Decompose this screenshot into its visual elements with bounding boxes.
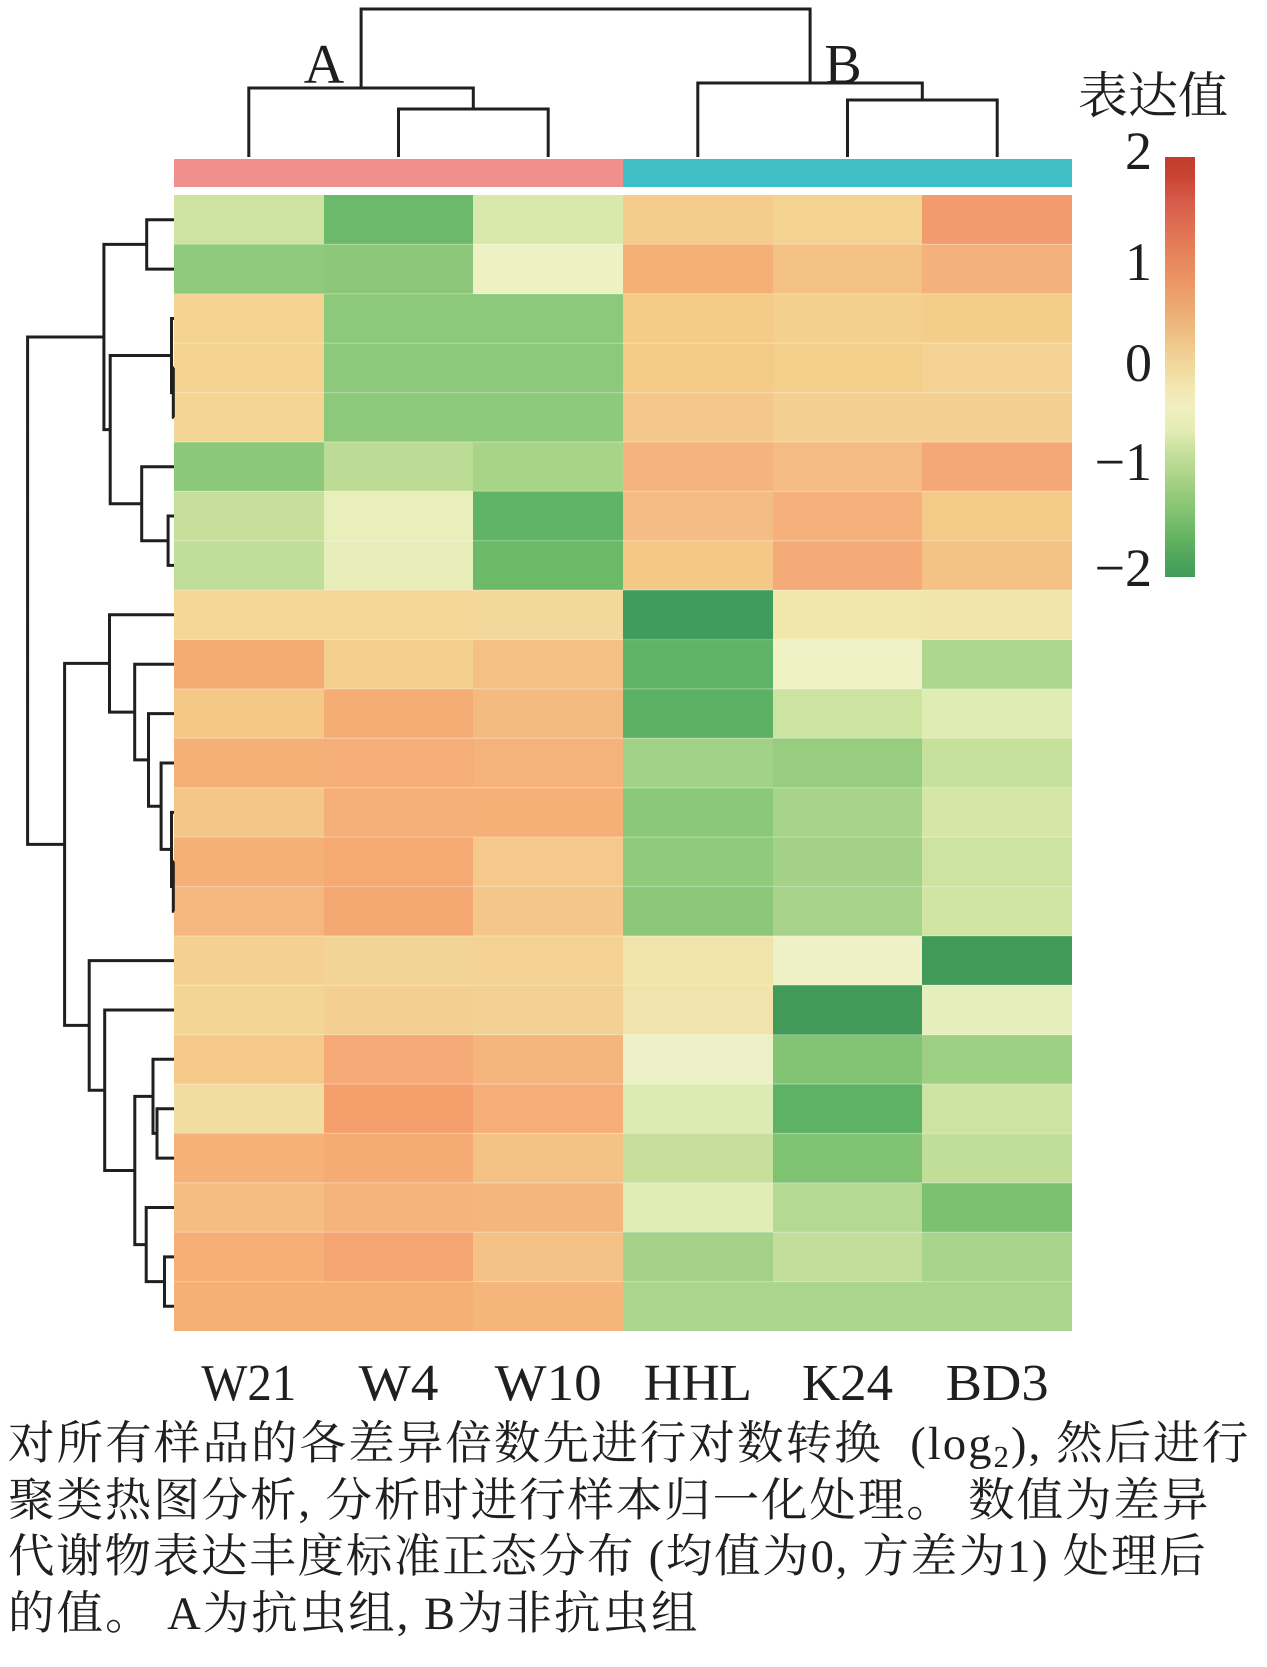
svg-text:BD3: BD3 — [946, 1355, 1049, 1412]
svg-text:−1: −1 — [1095, 432, 1152, 492]
svg-text:1: 1 — [1125, 232, 1152, 292]
svg-text:W21: W21 — [201, 1355, 296, 1412]
svg-text:W4: W4 — [359, 1355, 439, 1412]
svg-text:A: A — [304, 34, 345, 96]
svg-text:−2: −2 — [1095, 538, 1152, 598]
svg-text:K24: K24 — [802, 1355, 893, 1412]
svg-text:W10: W10 — [495, 1355, 602, 1412]
svg-text:B: B — [824, 34, 861, 96]
svg-text:2: 2 — [1125, 121, 1152, 181]
svg-text:HHL: HHL — [644, 1355, 752, 1412]
svg-text:0: 0 — [1125, 333, 1152, 393]
